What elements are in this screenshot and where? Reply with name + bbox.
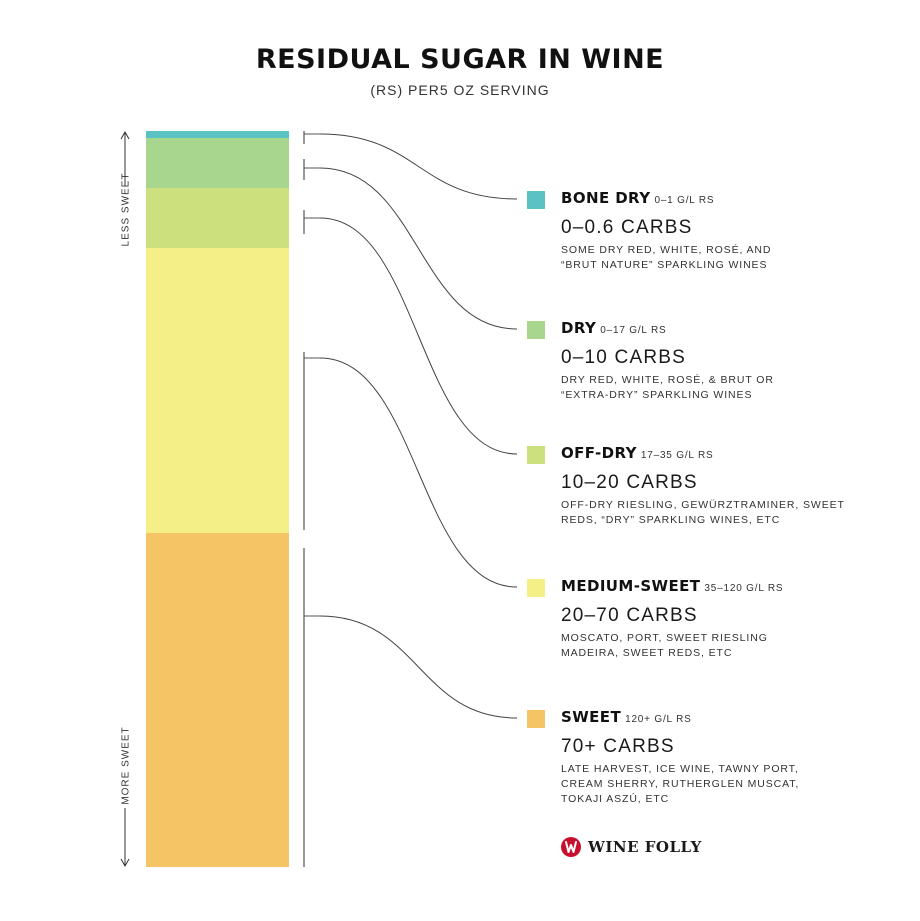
less-sweet-label: LESS SWEET	[120, 172, 132, 247]
legend-entry-header: SWEET 120+ G/L RS	[527, 708, 907, 730]
down-arrow-icon	[120, 858, 130, 868]
carbs-value: 20–70 CARBS	[561, 605, 698, 626]
wine-examples-line: CREAM SHERRY, RUTHERGLEN MUSCAT,	[561, 778, 800, 790]
category-name: OFF-DRY 17–35 G/L RS	[561, 444, 713, 462]
brand-name: WINE FOLLY	[588, 838, 702, 856]
carbs-value: 70+ CARBS	[561, 736, 675, 757]
wine-examples-line: MADEIRA, SWEET REDS, ETC	[561, 647, 733, 659]
wine-examples-line: REDS, “DRY” SPARKLING WINES, ETC	[561, 514, 781, 526]
legend-entry-header: BONE DRY 0–1 G/L RS	[527, 189, 907, 211]
sugar-range: 0–1 G/L RS	[654, 195, 715, 206]
wine-folly-logo-icon	[561, 837, 581, 857]
bar-segment-bone-dry	[146, 131, 289, 138]
bar-segment-off-dry	[146, 188, 289, 248]
category-name: SWEET 120+ G/L RS	[561, 708, 692, 726]
wine-examples: OFF-DRY RIESLING, GEWÜRZTRAMINER, SWEET R…	[561, 498, 881, 528]
legend-entry-off-dry: OFF-DRY 17–35 G/L RS 10–20 CARBS OFF-DRY RI…	[527, 444, 907, 526]
bar-segment-medium-sweet	[146, 248, 289, 533]
legend-swatch	[527, 446, 545, 464]
legend-entry-medium-sweet: MEDIUM-SWEET 35–120 G/L RS 20–70 CARBS MOSC…	[527, 577, 907, 659]
category-label: DRY	[561, 319, 597, 337]
wine-examples-line: DRY RED, WHITE, ROSÉ, & BRUT OR	[561, 374, 774, 386]
sugar-range: 17–35 G/L RS	[640, 450, 714, 461]
legend-swatch	[527, 191, 545, 209]
wine-examples-line: OFF-DRY RIESLING, GEWÜRZTRAMINER, SWEET	[561, 499, 845, 511]
category-label: OFF-DRY	[561, 444, 637, 462]
category-name: DRY 0–17 G/L RS	[561, 319, 667, 337]
connector-off-dry	[319, 217, 518, 455]
wine-examples-line: “EXTRA-DRY” SPARKLING WINES	[561, 389, 753, 401]
category-label: SWEET	[561, 708, 622, 726]
connector-dry	[319, 167, 518, 330]
wine-examples-line: SOME DRY RED, WHITE, ROSÉ, AND	[561, 244, 772, 256]
wine-examples-line: TOKAJI ASZÚ, ETC	[561, 793, 670, 805]
wine-examples: SOME DRY RED, WHITE, ROSÉ, AND “BRUT NATU…	[561, 243, 881, 273]
bar-segment-dry	[146, 138, 289, 188]
legend-swatch	[527, 579, 545, 597]
legend-swatch	[527, 710, 545, 728]
connector-bone-dry	[319, 133, 518, 200]
category-label: BONE DRY	[561, 189, 651, 207]
wine-examples: LATE HARVEST, ICE WINE, TAWNY PORT, CREAM…	[561, 762, 881, 807]
carbs-value: 0–10 CARBS	[561, 347, 687, 368]
legend-entry-header: DRY 0–17 G/L RS	[527, 319, 907, 341]
category-name: MEDIUM-SWEET 35–120 G/L RS	[561, 577, 783, 595]
legend-swatch	[527, 321, 545, 339]
legend-entry-bone-dry: BONE DRY 0–1 G/L RS 0–0.6 CARBS SOME DRY RE…	[527, 189, 907, 271]
legend-entry-dry: DRY 0–17 G/L RS 0–10 CARBS DRY RED, WHITE, …	[527, 319, 907, 401]
connector-sweet	[319, 615, 518, 719]
wine-examples: DRY RED, WHITE, ROSÉ, & BRUT OR “EXTRA-DR…	[561, 373, 881, 403]
connector-medium-sweet	[319, 357, 518, 588]
carbs-value: 0–0.6 CARBS	[561, 217, 693, 238]
more-sweet-label: MORE SWEET	[120, 726, 132, 805]
category-name: BONE DRY 0–1 G/L RS	[561, 189, 714, 207]
wine-examples: MOSCATO, PORT, SWEET RIESLING MADEIRA, SW…	[561, 631, 881, 661]
wine-examples-line: LATE HARVEST, ICE WINE, TAWNY PORT,	[561, 763, 799, 775]
sugar-range: 120+ G/L RS	[625, 714, 692, 725]
wine-examples-line: MOSCATO, PORT, SWEET RIESLING	[561, 632, 768, 644]
legend-entry-header: MEDIUM-SWEET 35–120 G/L RS	[527, 577, 907, 599]
sugar-range: 35–120 G/L RS	[704, 583, 784, 594]
chart-title: RESIDUAL SUGAR IN WINE	[255, 44, 665, 75]
wine-examples-line: “BRUT NATURE” SPARKLING WINES	[561, 259, 768, 271]
sugar-range: 0–17 G/L RS	[600, 325, 667, 336]
legend-entry-sweet: SWEET 120+ G/L RS 70+ CARBS LATE HARVEST, I…	[527, 708, 907, 805]
chart-subtitle: (RS) PER5 OZ SERVING	[370, 82, 550, 98]
up-arrow-icon	[120, 130, 130, 140]
category-label: MEDIUM-SWEET	[561, 577, 701, 595]
legend-entry-header: OFF-DRY 17–35 G/L RS	[527, 444, 907, 466]
bar-segment-sweet	[146, 533, 289, 867]
carbs-value: 10–20 CARBS	[561, 472, 698, 493]
